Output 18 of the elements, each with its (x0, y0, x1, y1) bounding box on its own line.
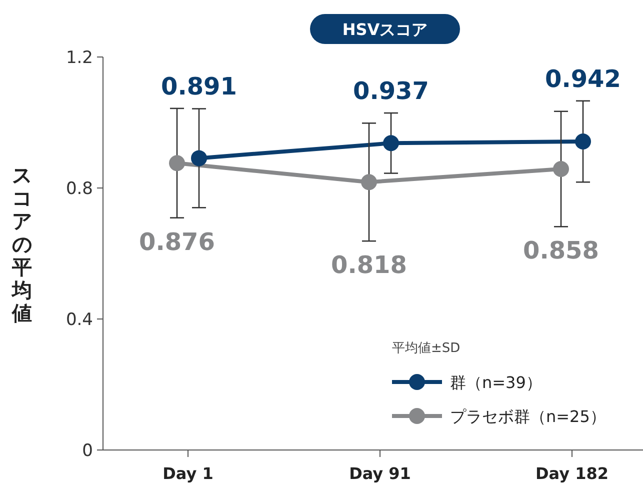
data-label: 0.876 (139, 228, 215, 256)
data-label: 0.818 (331, 251, 407, 280)
chart-title: HSVスコア (342, 20, 428, 39)
legend-label: 群（n=39） (450, 373, 542, 392)
y-tick-label: 1.2 (66, 48, 93, 68)
data-label: 0.942 (545, 64, 621, 93)
data-label: 0.858 (523, 236, 599, 265)
legend-label: プラセボ群（n=25） (450, 407, 606, 426)
x-tick-label: Day 182 (536, 464, 608, 483)
y-axis-title: スコアの平均値 (11, 163, 32, 325)
y-tick-label: 0.8 (66, 179, 93, 199)
data-label: 0.937 (353, 77, 429, 106)
x-tick-label: Day 91 (349, 464, 411, 483)
legend-title: 平均値±SD (392, 341, 460, 356)
x-tick-label: Day 1 (162, 464, 214, 483)
y-tick-label: 0 (82, 441, 93, 461)
data-label: 0.891 (161, 72, 237, 101)
y-tick-label: 0.4 (66, 310, 93, 330)
